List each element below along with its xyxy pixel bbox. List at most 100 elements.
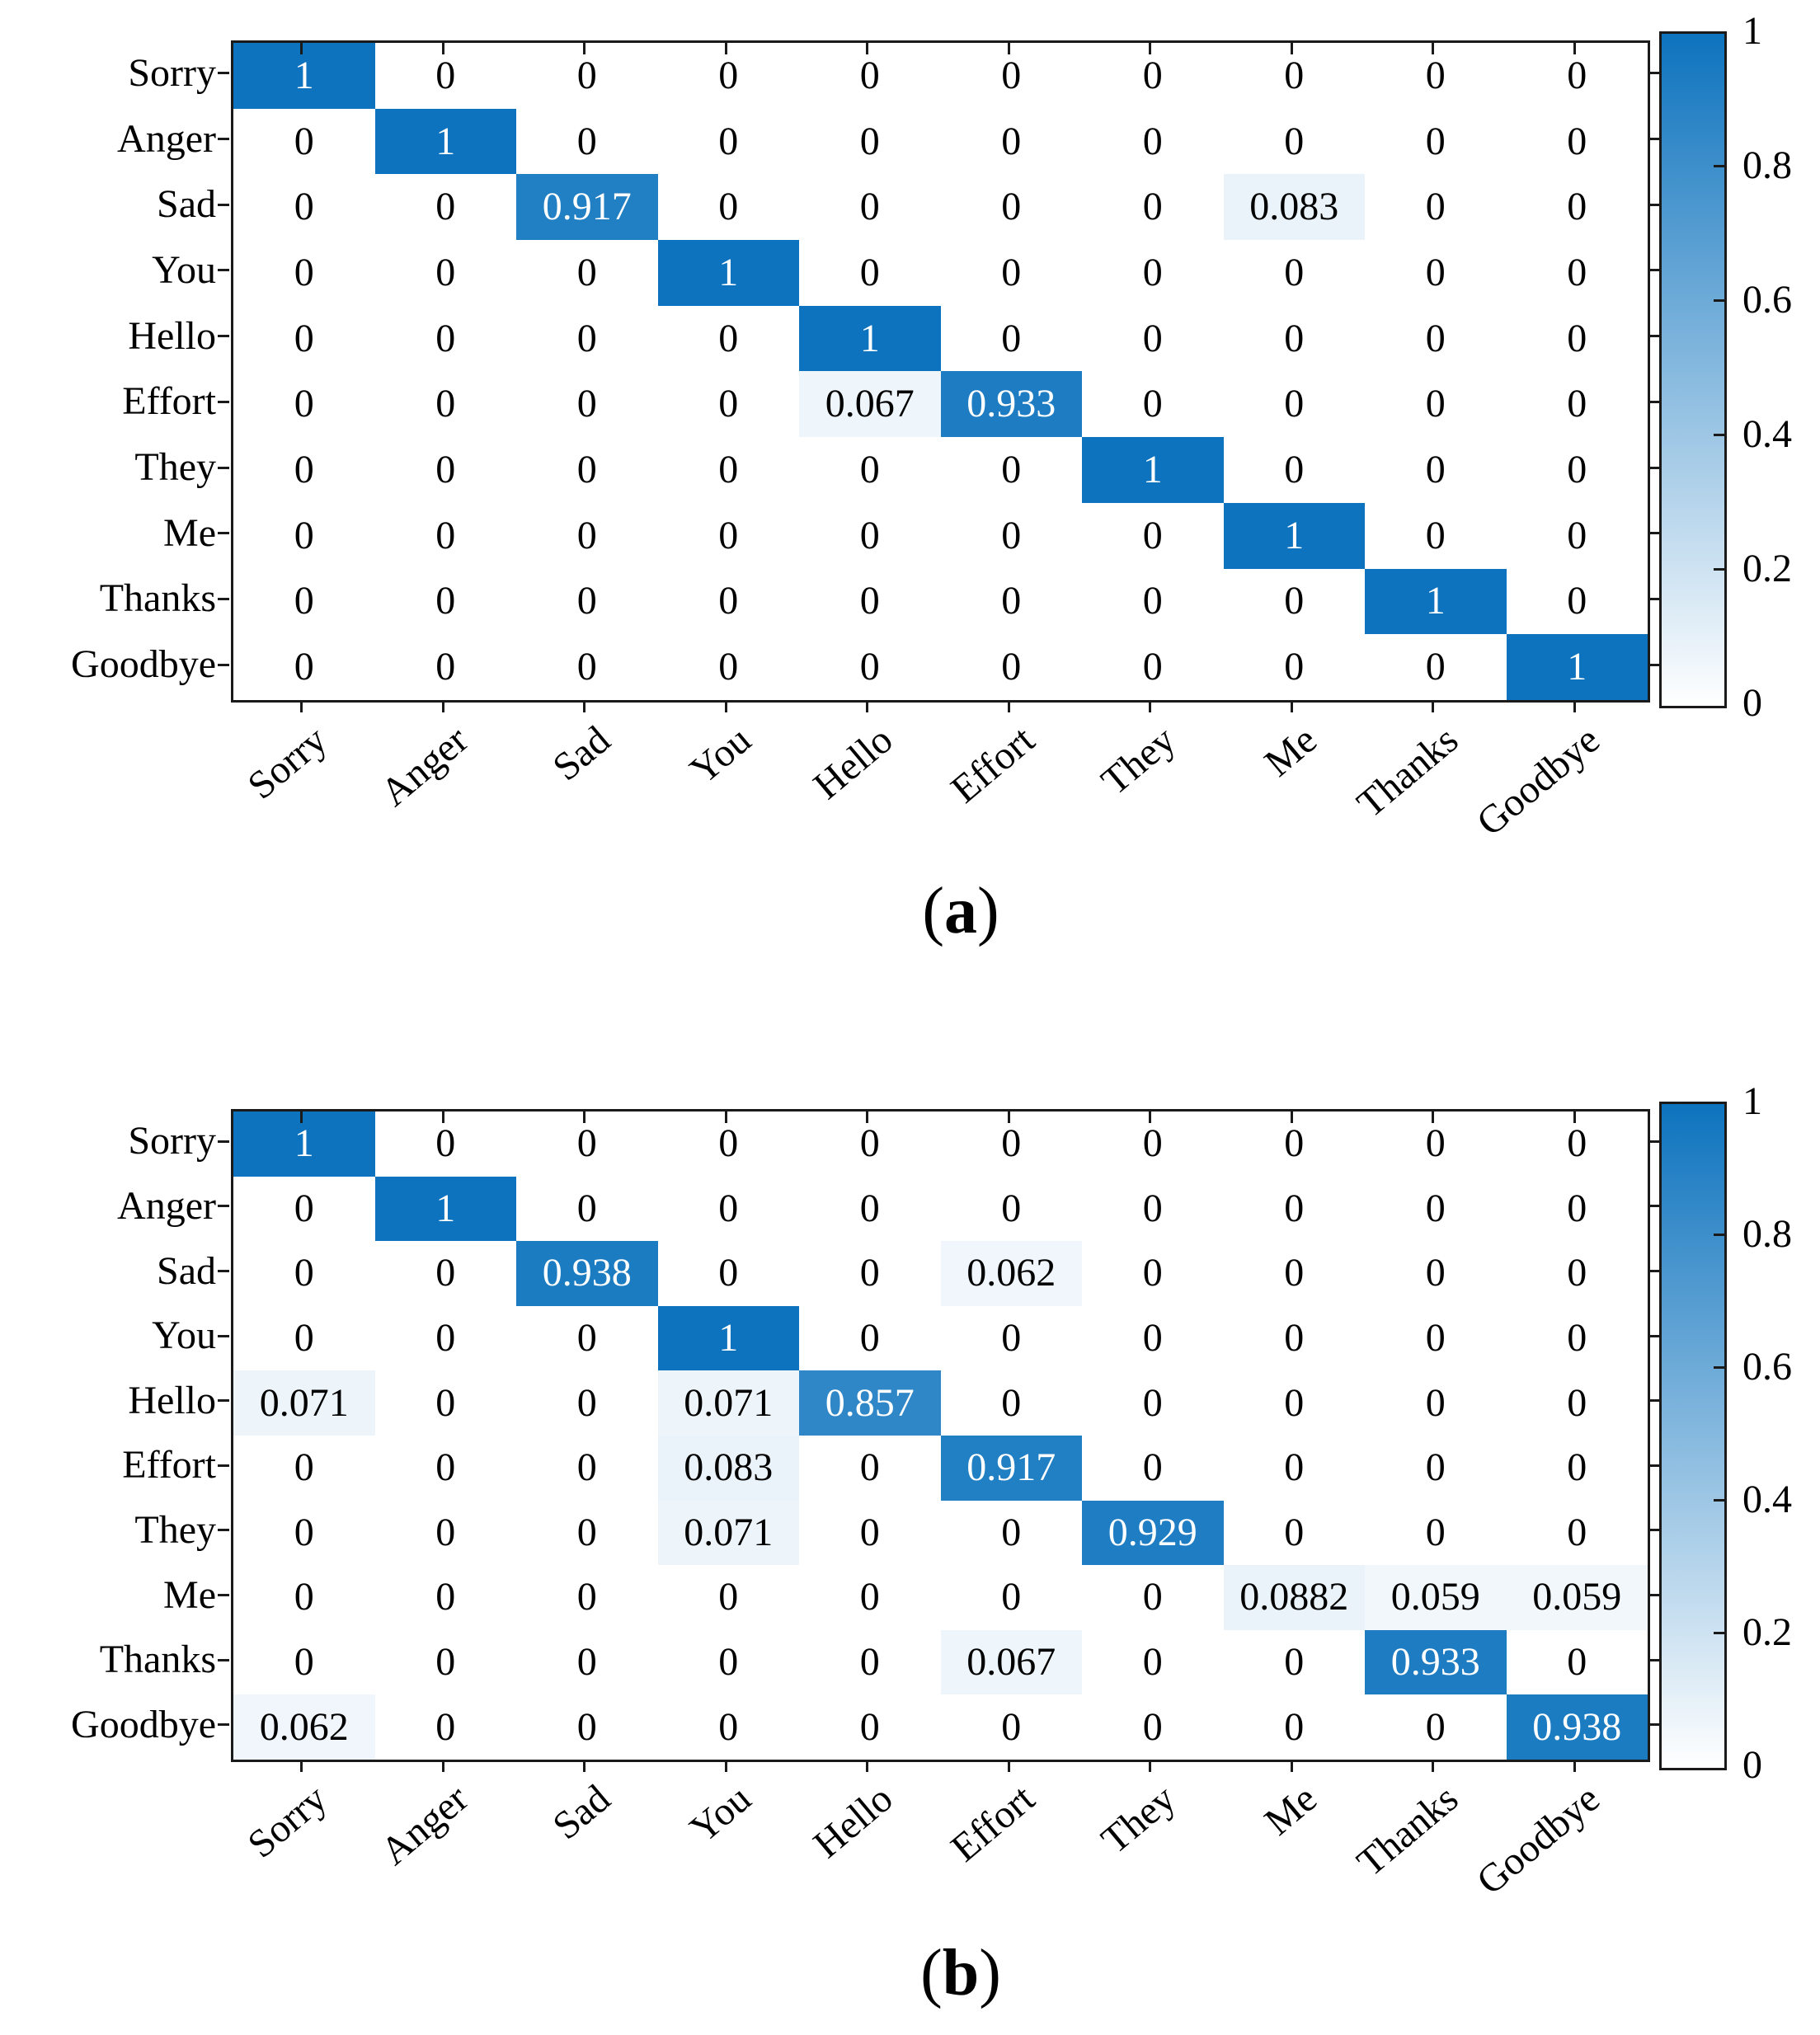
colorbar-tick-label: 0.2 (1742, 547, 1792, 590)
heatmap-cell: 0 (374, 1241, 516, 1306)
colorbar-tick (1714, 433, 1724, 436)
axis-tick-bottom (1290, 1760, 1293, 1772)
heatmap-cell: 0 (374, 305, 516, 372)
heatmap-cell: 1 (657, 1305, 799, 1371)
x-axis-label: Goodbye (1469, 717, 1609, 845)
heatmap-cell: 0 (374, 1111, 516, 1177)
heatmap-cell: 0 (374, 1435, 516, 1501)
heatmap-cell: 0 (1082, 1305, 1224, 1371)
heatmap-cell: 0 (1223, 108, 1365, 175)
heatmap-cell: 0 (1082, 1565, 1224, 1630)
heatmap-cell: 0 (657, 634, 799, 700)
y-axis-label: Sad (157, 182, 216, 227)
axis-tick-bottom (1432, 701, 1435, 712)
heatmap-cell: 0 (1506, 502, 1648, 569)
heatmap-cell: 0 (374, 1305, 516, 1371)
heatmap-cell: 0 (940, 1694, 1082, 1760)
heatmap-cell: 0.062 (233, 1694, 375, 1760)
heatmap-cell: 0 (657, 1176, 799, 1242)
caption-a: (a) (796, 876, 1126, 947)
axis-tick-bottom (1007, 1760, 1010, 1772)
axis-tick-bottom (866, 701, 869, 712)
heatmap-cell: 0 (1223, 240, 1365, 306)
axis-tick-bottom (1149, 1760, 1152, 1772)
heatmap-cell: 0 (1365, 43, 1507, 109)
heatmap-cell: 0 (1082, 1629, 1224, 1695)
heatmap-cell: 0 (799, 174, 941, 241)
y-axis-label: Sad (157, 1248, 216, 1293)
heatmap-cell: 0 (799, 1694, 941, 1760)
heatmap-cell: 0 (374, 1370, 516, 1436)
heatmap-cell: 0 (1365, 1111, 1507, 1177)
y-axis-label: You (152, 247, 216, 292)
colorbar-tick-label: 0.2 (1742, 1610, 1792, 1654)
heatmap-cell: 0 (1506, 1629, 1648, 1695)
axis-tick-right (1648, 597, 1659, 600)
heatmap-cell: 0 (516, 305, 658, 372)
caption-b-letter: b (942, 1937, 980, 2009)
axis-tick-right (1648, 269, 1659, 272)
caption-b: (b) (796, 1938, 1126, 2009)
x-axis-label: Sad (544, 717, 618, 790)
axis-tick-top (1432, 43, 1435, 54)
heatmap-cell: 0 (799, 240, 941, 306)
heatmap-cell: 0 (374, 437, 516, 503)
heatmap-cell: 0 (799, 502, 941, 569)
y-axis-label: They (134, 1507, 216, 1552)
heatmap-cell: 0 (374, 43, 516, 109)
heatmap-cell: 0 (233, 174, 375, 241)
axis-tick-left (218, 400, 229, 403)
heatmap-cell: 0.929 (1082, 1500, 1224, 1566)
heatmap-cell: 0 (657, 1111, 799, 1177)
heatmap-cell: 0 (1223, 1500, 1365, 1566)
y-axis-label: They (134, 445, 216, 490)
colorbar-tick (1714, 1498, 1724, 1502)
axis-tick-top (583, 43, 586, 54)
colorbar-tick-label: 0.6 (1742, 278, 1792, 322)
axis-tick-bottom (583, 1760, 586, 1772)
axis-tick-right (1648, 532, 1659, 535)
heatmap-cell: 0 (1223, 43, 1365, 109)
heatmap-cell: 0 (1082, 502, 1224, 569)
y-axis-label: Goodbye (71, 642, 216, 687)
colorbar-tick (1714, 298, 1724, 302)
colorbar-tick (1714, 567, 1724, 571)
heatmap-cell: 0.071 (233, 1370, 375, 1436)
axis-tick-left (218, 138, 229, 141)
colorbar-tick-label: 0.6 (1742, 1345, 1792, 1389)
heatmap-cell: 0 (1506, 305, 1648, 372)
heatmap-cell: 0 (233, 305, 375, 372)
heatmap-cell: 0 (1223, 1370, 1365, 1436)
axis-tick-left (218, 663, 229, 666)
heatmap-cell: 0 (799, 568, 941, 635)
heatmap-cell: 0 (1365, 1500, 1507, 1566)
heatmap-cell: 0 (1506, 568, 1648, 635)
heatmap-cell: 0 (799, 1111, 941, 1177)
heatmap-cell: 0 (1223, 437, 1365, 503)
heatmap-cell: 0 (1082, 108, 1224, 175)
heatmap-cell: 0 (1365, 240, 1507, 306)
axis-tick-bottom (441, 1760, 444, 1772)
axis-tick-right (1648, 1464, 1659, 1467)
heatmap-cell: 0.933 (940, 371, 1082, 438)
axis-tick-bottom (1007, 701, 1010, 712)
axis-tick-top (1149, 1111, 1152, 1123)
axis-tick-bottom (1573, 701, 1576, 712)
axis-tick-right (1648, 1399, 1659, 1403)
heatmap-cell: 0 (1082, 1694, 1224, 1760)
heatmap-cell: 0 (1365, 437, 1507, 503)
axis-tick-right (1648, 1723, 1659, 1727)
heatmap-cell: 0 (940, 1176, 1082, 1242)
axis-tick-top (583, 1111, 586, 1123)
heatmap-cell: 0 (799, 1565, 941, 1630)
x-axis-label: Anger (373, 1776, 477, 1874)
heatmap-cell: 0 (1223, 371, 1365, 438)
heatmap-cell: 0 (1506, 1305, 1648, 1371)
heatmap-cell: 0 (1082, 1370, 1224, 1436)
heatmap-cell: 0 (657, 174, 799, 241)
heatmap-cell: 0 (516, 502, 658, 569)
heatmap-cell: 0 (233, 1629, 375, 1695)
heatmap-cell: 0 (1365, 108, 1507, 175)
heatmap-grid: 1 0 0 0 0 0 0 0 0 0 0 1 0 0 0 0 0 0 0 0 0 0 0.917 0 0 0 0 0.083 0 0 0 0… (231, 40, 1650, 703)
axis-tick-bottom (1290, 701, 1293, 712)
